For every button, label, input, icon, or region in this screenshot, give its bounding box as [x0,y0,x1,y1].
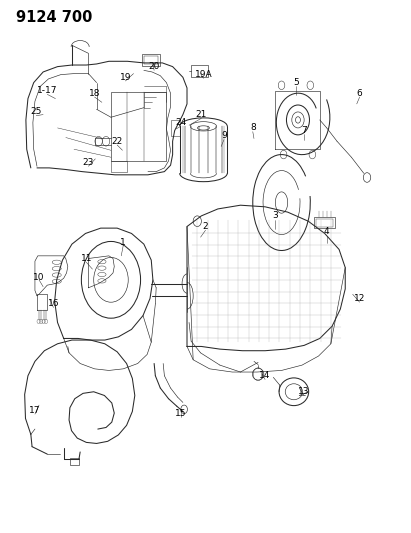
Text: 17: 17 [29,406,41,415]
Text: 15: 15 [175,409,187,417]
Text: 24: 24 [175,118,187,127]
Text: 9124 700: 9124 700 [16,10,93,25]
Text: 19A: 19A [195,70,212,79]
Text: 21: 21 [196,110,207,119]
Bar [191,65,208,77]
Text: 12: 12 [354,294,365,303]
Bar [314,217,335,228]
Bar [111,161,127,172]
Text: 2: 2 [203,222,208,231]
Text: 1: 1 [120,238,126,247]
Text: 10: 10 [33,273,45,281]
Text: 11: 11 [81,254,92,263]
Text: 9: 9 [221,132,227,140]
Text: 25: 25 [30,108,42,116]
Text: 3: 3 [272,212,278,220]
Text: 5: 5 [293,78,299,87]
Bar [144,56,158,64]
Text: 4: 4 [324,228,330,236]
Text: 19: 19 [120,73,131,82]
Text: 20: 20 [148,62,160,71]
Bar [142,54,160,66]
Bar [111,92,166,161]
Text: 22: 22 [111,137,123,146]
Text: 7: 7 [301,126,307,135]
Bar [171,120,180,136]
Text: 13: 13 [298,387,310,396]
Bar [70,458,79,465]
Text: 16: 16 [48,300,59,308]
Text: 18: 18 [89,89,100,98]
Text: 1-17: 1-17 [37,86,58,95]
Text: 14: 14 [259,372,271,380]
Text: 8: 8 [250,124,256,132]
Text: 23: 23 [83,158,94,167]
Bar [316,219,333,227]
Text: 6: 6 [357,89,363,98]
